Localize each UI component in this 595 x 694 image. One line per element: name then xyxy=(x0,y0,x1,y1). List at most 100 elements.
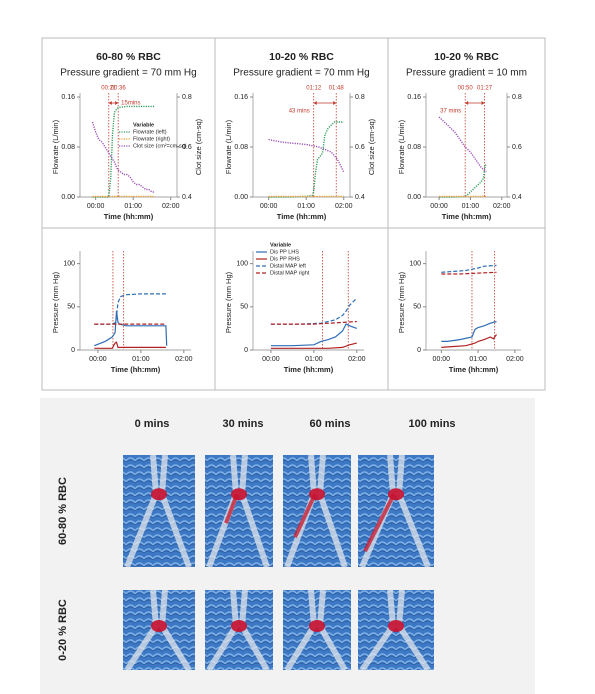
clot xyxy=(151,488,167,501)
clot xyxy=(309,488,325,501)
y2-tick-label: 0.8 xyxy=(512,94,522,101)
y2-tick-label: 0.6 xyxy=(512,144,522,151)
span-label: 37 mins xyxy=(440,109,461,115)
legend-label: Dis PP RHS xyxy=(270,256,300,262)
column-subtitle: Pressure gradient = 10 mm xyxy=(406,68,527,79)
clot xyxy=(231,620,247,632)
y-tick-label: 100 xyxy=(236,260,248,267)
clot-trail xyxy=(363,493,396,553)
y-tick-label: 0.00 xyxy=(61,194,75,201)
y-axis-title: Pressure (mm Hg) xyxy=(397,271,406,333)
clot xyxy=(231,488,247,501)
x-tick-label: 01:00 xyxy=(462,203,480,210)
series-line xyxy=(270,323,358,347)
y-tick-label: 50 xyxy=(240,304,248,311)
x-tick-label: 01:00 xyxy=(469,356,487,363)
series-line xyxy=(270,320,357,325)
series-line xyxy=(441,334,497,348)
x-tick-label: 02:00 xyxy=(175,356,193,363)
y2-tick-label: 0.6 xyxy=(182,144,192,151)
x-tick-label: 00:00 xyxy=(433,356,451,363)
series-line xyxy=(268,121,344,198)
marker-label: 00:21 xyxy=(101,86,117,92)
y-tick-label: 0.08 xyxy=(234,144,248,151)
column-subtitle: Pressure gradient = 70 mm Hg xyxy=(60,68,196,79)
y-axis-title: Flowrate (L/min) xyxy=(224,119,233,174)
photo xyxy=(283,589,351,672)
series-line xyxy=(268,138,345,173)
y-tick-label: 0.00 xyxy=(234,194,248,201)
x-tick-label: 00:00 xyxy=(430,203,448,210)
column-title: 60-80 % RBC xyxy=(96,51,161,63)
series-line xyxy=(441,271,497,275)
column-subtitle: Pressure gradient = 70 mm Hg xyxy=(233,68,369,79)
photo xyxy=(358,454,434,569)
series-line xyxy=(441,264,497,273)
marker-label: 00:50 xyxy=(458,86,474,92)
photo xyxy=(205,589,273,672)
series-line xyxy=(441,320,497,342)
y-tick-label: 0.08 xyxy=(61,144,75,151)
x-tick-label: 02:00 xyxy=(506,356,524,363)
y2-tick-label: 0.8 xyxy=(355,94,365,101)
y-axis-title: Pressure (mm Hg) xyxy=(224,271,233,333)
legend-label: Clot size (cm²=cm-sq) xyxy=(133,143,187,149)
time-label: 30 mins xyxy=(223,418,264,430)
legend-label: Flowrate (left) xyxy=(133,129,167,135)
clot xyxy=(309,620,325,632)
y-tick-label: 50 xyxy=(67,304,75,311)
x-tick-label: 01:00 xyxy=(297,203,315,210)
time-label: 60 mins xyxy=(310,418,351,430)
marker-label: 00:36 xyxy=(111,86,127,92)
clot xyxy=(151,620,167,632)
x-axis-title: Time (hh:mm) xyxy=(104,212,154,221)
x-tick-label: 01:00 xyxy=(124,203,142,210)
y2-tick-label: 0.4 xyxy=(355,194,365,201)
y2-tick-label: 0.4 xyxy=(512,194,522,201)
y-tick-label: 0.16 xyxy=(61,94,75,101)
legend-label: Distal MAP right xyxy=(270,270,310,276)
y2-tick-label: 0.4 xyxy=(182,194,192,201)
photo xyxy=(358,589,434,672)
x-tick-label: 00:00 xyxy=(260,203,278,210)
x-axis-title: Time (hh:mm) xyxy=(284,365,334,374)
y-tick-label: 100 xyxy=(409,260,421,267)
y2-axis-title: Clot size (cm-sq) xyxy=(367,118,376,175)
x-tick-label: 00:00 xyxy=(262,356,280,363)
x-axis-title: Time (hh:mm) xyxy=(277,212,327,221)
photo xyxy=(123,589,195,672)
clot xyxy=(388,488,404,501)
y-tick-label: 0.16 xyxy=(407,94,421,101)
x-axis-title: Time (hh:mm) xyxy=(442,212,492,221)
x-tick-label: 01:00 xyxy=(132,356,150,363)
marker-label: 01:48 xyxy=(329,86,345,92)
marker-label: 01:27 xyxy=(477,86,493,92)
series-line xyxy=(438,116,487,173)
series-line xyxy=(270,342,357,349)
x-tick-label: 01:00 xyxy=(305,356,323,363)
x-tick-label: 00:00 xyxy=(87,203,105,210)
clot xyxy=(388,620,404,632)
y-tick-label: 0 xyxy=(417,347,421,354)
x-tick-label: 02:00 xyxy=(162,203,180,210)
y-tick-label: 0.00 xyxy=(407,194,421,201)
legend-label: Distal MAP left xyxy=(270,263,306,269)
row-label: 0-20 % RBC xyxy=(57,599,69,661)
photo xyxy=(205,454,273,569)
column-title: 10-20 % RBC xyxy=(269,51,334,63)
y-axis-title: Pressure (mm Hg) xyxy=(51,271,60,333)
x-tick-label: 00:00 xyxy=(89,356,107,363)
x-tick-label: 02:00 xyxy=(335,203,353,210)
panel-frame xyxy=(41,37,546,391)
time-label: 0 mins xyxy=(135,418,170,430)
y-tick-label: 0 xyxy=(71,347,75,354)
clot-trail xyxy=(293,493,317,539)
legend-title: Variable xyxy=(133,122,154,128)
y-tick-label: 50 xyxy=(413,304,421,311)
x-axis-title: Time (hh:mm) xyxy=(111,365,161,374)
x-axis-title: Time (hh:mm) xyxy=(449,365,499,374)
span-label: 15mins xyxy=(121,101,140,107)
y-tick-label: 0 xyxy=(244,347,248,354)
photo xyxy=(283,454,351,569)
